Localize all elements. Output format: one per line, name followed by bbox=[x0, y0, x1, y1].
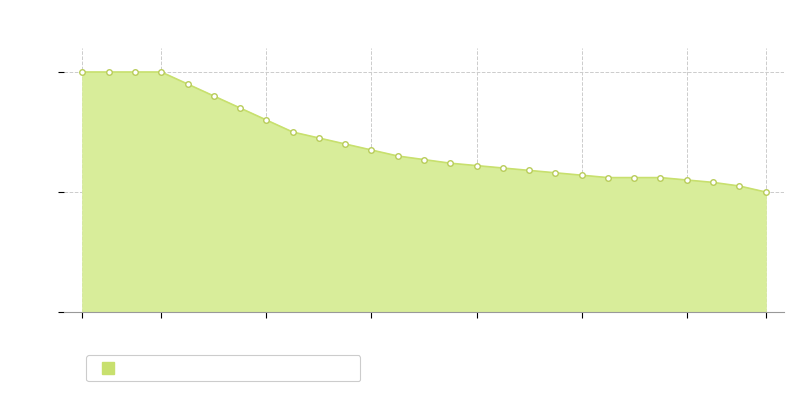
Point bbox=[733, 183, 746, 189]
Point bbox=[181, 81, 194, 87]
Point bbox=[129, 69, 142, 75]
Point bbox=[313, 135, 326, 141]
Point bbox=[759, 189, 772, 195]
Point bbox=[418, 156, 430, 163]
Point bbox=[706, 179, 719, 186]
Point bbox=[680, 177, 693, 183]
Point bbox=[575, 172, 588, 178]
Point bbox=[234, 105, 246, 111]
Point bbox=[260, 117, 273, 123]
Point bbox=[365, 147, 378, 153]
Point bbox=[207, 93, 220, 99]
Point bbox=[628, 174, 641, 181]
Point bbox=[155, 69, 168, 75]
Point bbox=[654, 174, 667, 181]
Point bbox=[391, 153, 404, 159]
Point bbox=[497, 165, 510, 171]
Point bbox=[470, 162, 483, 169]
Point bbox=[76, 69, 89, 75]
Point bbox=[286, 129, 299, 135]
Point bbox=[549, 170, 562, 176]
Point bbox=[522, 167, 535, 174]
Point bbox=[602, 174, 614, 181]
Point bbox=[338, 141, 351, 147]
Legend: 基準地価格  平均坪単価(万円/坪): 基準地価格 平均坪単価(万円/坪) bbox=[86, 355, 360, 382]
Point bbox=[444, 160, 457, 166]
Point bbox=[102, 69, 115, 75]
